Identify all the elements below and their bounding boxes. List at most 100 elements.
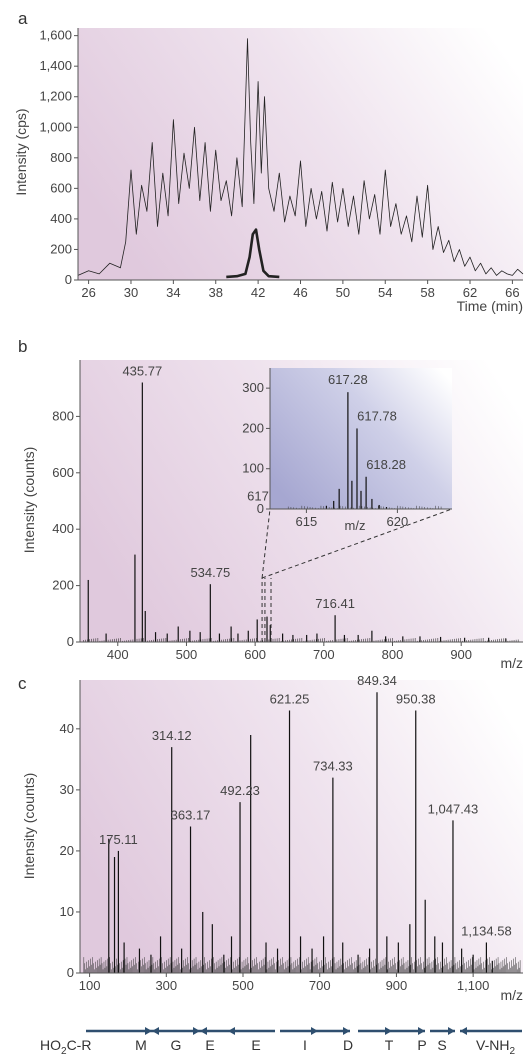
sequence-residue: I bbox=[303, 1037, 307, 1053]
sequence-arrow-head bbox=[152, 1027, 159, 1035]
trace-thick bbox=[226, 228, 280, 279]
panel-label-a: a bbox=[18, 9, 28, 28]
inset-zoom-lines bbox=[261, 508, 453, 642]
panel-label-b: b bbox=[18, 337, 27, 356]
c-x-tick-label: 500 bbox=[232, 978, 254, 993]
b-y-tick-label: 600 bbox=[52, 465, 74, 480]
a-x-tick-label: 46 bbox=[293, 285, 307, 300]
a-y-tick-label: 0 bbox=[65, 272, 72, 287]
b-x-tick-label: 800 bbox=[382, 647, 404, 662]
peak-label-c: 314.12 bbox=[152, 728, 192, 743]
peak-label-inset: 617.28 bbox=[328, 372, 368, 387]
plot-background-a bbox=[78, 28, 523, 280]
b-y-tick-label: 800 bbox=[52, 408, 74, 423]
sequence-residue: G bbox=[171, 1037, 182, 1053]
zoom-line bbox=[261, 508, 271, 579]
peak-label-c: 734.33 bbox=[313, 759, 353, 774]
sequence-residue: P bbox=[417, 1037, 426, 1053]
c-y-tick-label: 30 bbox=[60, 782, 74, 797]
peak-label-c: 950.38 bbox=[396, 692, 436, 707]
b-y-tick-label: 400 bbox=[52, 521, 74, 536]
a-x-tick-label: 26 bbox=[81, 285, 95, 300]
a-x-tick-label: 50 bbox=[336, 285, 350, 300]
c-y-tick-label: 20 bbox=[60, 843, 74, 858]
peak-label-b: 435.77 bbox=[122, 364, 162, 379]
b-y-tick-label: 0 bbox=[67, 634, 74, 649]
sequence-arrow-head bbox=[385, 1027, 392, 1035]
sequence-arrow-head bbox=[343, 1027, 350, 1035]
sequence-left-terminus: HO2C-R bbox=[40, 1037, 91, 1055]
sequence-arrow-head bbox=[193, 1027, 200, 1035]
b-x-tick-label: 700 bbox=[313, 647, 335, 662]
sequence-arrow-head bbox=[448, 1027, 455, 1035]
peak-label-c: 621.25 bbox=[270, 692, 310, 707]
c-x-tick-label: 1,100 bbox=[457, 978, 490, 993]
sequence-residue: S bbox=[437, 1037, 446, 1053]
sequence-residue: E bbox=[251, 1037, 260, 1053]
b-x-tick-label: 900 bbox=[450, 647, 472, 662]
sequence-arrow-head bbox=[200, 1027, 207, 1035]
peak-label-c: 492.23 bbox=[220, 783, 260, 798]
peak-label-c: 175.11 bbox=[99, 832, 138, 847]
inset-x-tick-label: 620 bbox=[387, 514, 409, 529]
y-axis-label-c: Intensity (counts) bbox=[21, 773, 37, 880]
sequence-arrow-head bbox=[311, 1027, 318, 1035]
c-x-tick-label: 100 bbox=[79, 978, 101, 993]
a-x-tick-label: 30 bbox=[124, 285, 138, 300]
a-y-tick-label: 1,000 bbox=[39, 119, 72, 134]
a-y-tick-label: 1,400 bbox=[39, 58, 72, 73]
a-y-tick-label: 600 bbox=[50, 180, 72, 195]
sequence-residue: D bbox=[343, 1037, 353, 1053]
c-x-tick-label: 900 bbox=[386, 978, 408, 993]
a-x-tick-label: 42 bbox=[251, 285, 265, 300]
x-axis-label-a: Time (min) bbox=[457, 298, 523, 314]
sequence-arrow-head bbox=[228, 1027, 235, 1035]
b-y-tick-label: 200 bbox=[52, 578, 74, 593]
c-x-tick-label: 700 bbox=[309, 978, 331, 993]
peak-label-inset: 618.28 bbox=[366, 457, 406, 472]
inset-y-tick-label: 200 bbox=[242, 420, 264, 435]
x-axis-label-b: m/z bbox=[500, 655, 523, 671]
panel-b: b 435.77 534.75 617.28 716.41 400 500 600 700 80… bbox=[18, 337, 523, 671]
sequence-arrow-head bbox=[418, 1027, 425, 1035]
inset-b: 617.28 617.78 618.28 615 620 0 100 200 300 m/z bbox=[242, 368, 452, 533]
a-x-tick-label: 34 bbox=[166, 285, 180, 300]
a-y-tick-label: 1,600 bbox=[39, 28, 72, 43]
a-x-tick-label: 58 bbox=[420, 285, 434, 300]
panel-label-c: c bbox=[18, 674, 27, 693]
trace-thin bbox=[77, 38, 524, 276]
inset-y-tick-label: 300 bbox=[242, 380, 264, 395]
peak-label-inset: 617.78 bbox=[357, 408, 397, 423]
peak-label-c: 363.17 bbox=[171, 808, 211, 823]
b-x-tick-label: 400 bbox=[107, 647, 129, 662]
peak-label-c: 849.34 bbox=[357, 673, 397, 688]
y-axis-label-a: Intensity (cps) bbox=[13, 108, 29, 195]
peak-label-b: 534.75 bbox=[190, 565, 230, 580]
a-y-tick-label: 1,200 bbox=[39, 89, 72, 104]
sequence-arrow-head bbox=[460, 1027, 467, 1035]
a-x-tick-label: 54 bbox=[378, 285, 392, 300]
peak-label-b: 716.41 bbox=[315, 596, 355, 611]
peak-label-c: 1,134.58 bbox=[461, 923, 512, 938]
a-x-tick-label: 38 bbox=[209, 285, 223, 300]
panel-c: c 175.11 314.12 363.17 492.23 621.25 734.33 84… bbox=[18, 673, 523, 1003]
sequence-residue: T bbox=[385, 1037, 394, 1053]
inset-x-tick-label: 615 bbox=[296, 514, 318, 529]
zoom-line bbox=[261, 508, 453, 579]
c-y-tick-label: 0 bbox=[67, 965, 74, 980]
a-x-tick-label: 62 bbox=[463, 285, 477, 300]
c-y-tick-label: 40 bbox=[60, 721, 74, 736]
plot-background-c bbox=[80, 680, 523, 973]
b-x-tick-label: 500 bbox=[176, 647, 198, 662]
b-x-tick-label: 600 bbox=[244, 647, 266, 662]
sequence-residue: M bbox=[135, 1037, 147, 1053]
a-y-tick-label: 400 bbox=[50, 211, 72, 226]
sequence-residue: E bbox=[205, 1037, 214, 1053]
sequence-arrows bbox=[86, 1027, 522, 1035]
c-x-tick-label: 300 bbox=[155, 978, 177, 993]
panel-a: a 26 30 34 38 42 46 50 54 58 62 66 0 200 400 600 800 1,0… bbox=[13, 9, 524, 314]
a-x-tick-label: 66 bbox=[505, 285, 519, 300]
sequence-arrow-head bbox=[145, 1027, 152, 1035]
x-axis-label-c: m/z bbox=[500, 987, 523, 1003]
